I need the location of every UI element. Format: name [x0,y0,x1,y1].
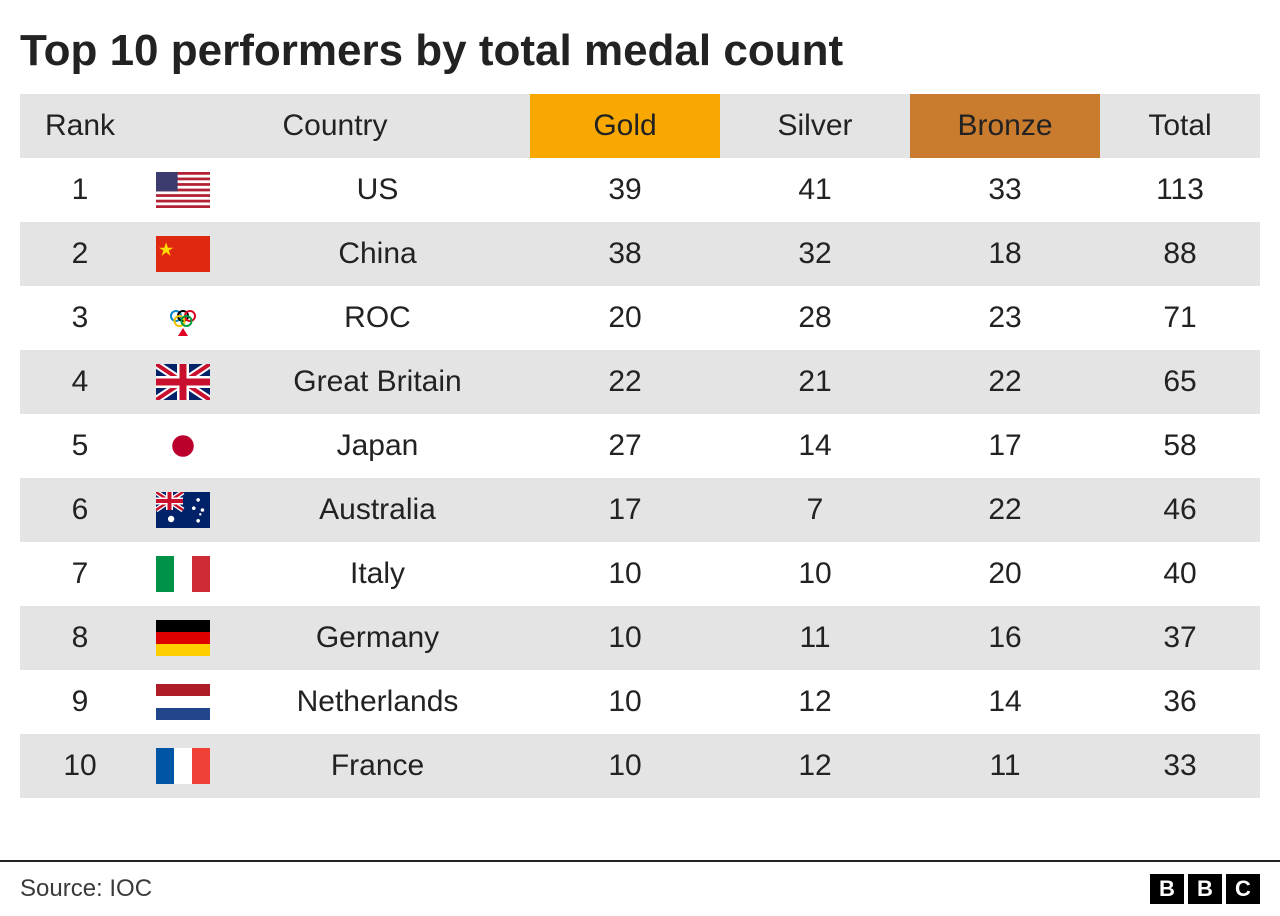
cell-bronze: 16 [910,606,1100,670]
source-label: Source: IOC [20,875,152,903]
table-row: 7Italy10102040 [20,542,1260,606]
table-row: 9 Netherlands10121436 [20,670,1260,734]
cell-gold: 27 [530,414,720,478]
page-title: Top 10 performers by total medal count [20,26,1260,76]
cell-country: Germany [225,606,530,670]
flag-icon [140,606,225,670]
cell-gold: 17 [530,478,720,542]
medal-table: Rank Country Gold Silver Bronze Total 1 U… [20,94,1260,798]
col-header-country: Country [140,94,530,158]
cell-silver: 41 [720,158,910,222]
flag-icon [140,222,225,286]
flag-icon [140,414,225,478]
medal-table-card: Top 10 performers by total medal count R… [0,0,1280,916]
cell-gold: 39 [530,158,720,222]
cell-rank: 9 [20,670,140,734]
cell-silver: 12 [720,670,910,734]
flag-icon [140,158,225,222]
cell-silver: 7 [720,478,910,542]
cell-total: 46 [1100,478,1260,542]
flag-icon [140,478,225,542]
bbc-logo-letter: B [1188,874,1222,904]
col-header-rank: Rank [20,94,140,158]
cell-rank: 1 [20,158,140,222]
table-row: 2 China38321888 [20,222,1260,286]
cell-rank: 6 [20,478,140,542]
table-row: 6 Australia1772246 [20,478,1260,542]
cell-silver: 21 [720,350,910,414]
cell-silver: 14 [720,414,910,478]
cell-total: 58 [1100,414,1260,478]
cell-silver: 10 [720,542,910,606]
cell-silver: 28 [720,286,910,350]
cell-total: 71 [1100,286,1260,350]
col-header-silver: Silver [720,94,910,158]
cell-country: Japan [225,414,530,478]
cell-country: China [225,222,530,286]
cell-gold: 22 [530,350,720,414]
table-row: 10France10121133 [20,734,1260,798]
table-row: 8 Germany10111637 [20,606,1260,670]
cell-rank: 3 [20,286,140,350]
cell-bronze: 18 [910,222,1100,286]
cell-gold: 38 [530,222,720,286]
table-header-row: Rank Country Gold Silver Bronze Total [20,94,1260,158]
bbc-logo-letter: C [1226,874,1260,904]
cell-gold: 10 [530,734,720,798]
cell-rank: 8 [20,606,140,670]
cell-bronze: 17 [910,414,1100,478]
cell-rank: 5 [20,414,140,478]
flag-icon [140,542,225,606]
cell-country: Italy [225,542,530,606]
cell-bronze: 20 [910,542,1100,606]
cell-gold: 10 [530,670,720,734]
cell-silver: 11 [720,606,910,670]
cell-bronze: 22 [910,350,1100,414]
table-row: 5 Japan27141758 [20,414,1260,478]
cell-gold: 10 [530,542,720,606]
cell-gold: 10 [530,606,720,670]
flag-icon [140,286,225,350]
col-header-total: Total [1100,94,1260,158]
cell-country: Australia [225,478,530,542]
cell-bronze: 33 [910,158,1100,222]
cell-total: 40 [1100,542,1260,606]
cell-country: Netherlands [225,670,530,734]
cell-bronze: 14 [910,670,1100,734]
cell-country: France [225,734,530,798]
cell-total: 36 [1100,670,1260,734]
cell-rank: 7 [20,542,140,606]
bbc-logo: B B C [1150,874,1260,904]
table-row: 3 ROC20282371 [20,286,1260,350]
cell-total: 88 [1100,222,1260,286]
cell-country: US [225,158,530,222]
cell-total: 37 [1100,606,1260,670]
cell-rank: 10 [20,734,140,798]
bbc-logo-letter: B [1150,874,1184,904]
cell-total: 33 [1100,734,1260,798]
cell-silver: 32 [720,222,910,286]
col-header-bronze: Bronze [910,94,1100,158]
cell-bronze: 11 [910,734,1100,798]
table-row: 1 US394133113 [20,158,1260,222]
cell-country: Great Britain [225,350,530,414]
table-row: 4Great Britain22212265 [20,350,1260,414]
flag-icon [140,350,225,414]
cell-rank: 4 [20,350,140,414]
cell-country: ROC [225,286,530,350]
cell-total: 113 [1100,158,1260,222]
col-header-gold: Gold [530,94,720,158]
cell-total: 65 [1100,350,1260,414]
cell-bronze: 22 [910,478,1100,542]
cell-bronze: 23 [910,286,1100,350]
flag-icon [140,734,225,798]
cell-gold: 20 [530,286,720,350]
flag-icon [140,670,225,734]
footer: Source: IOC B B C [0,860,1280,916]
cell-silver: 12 [720,734,910,798]
cell-rank: 2 [20,222,140,286]
